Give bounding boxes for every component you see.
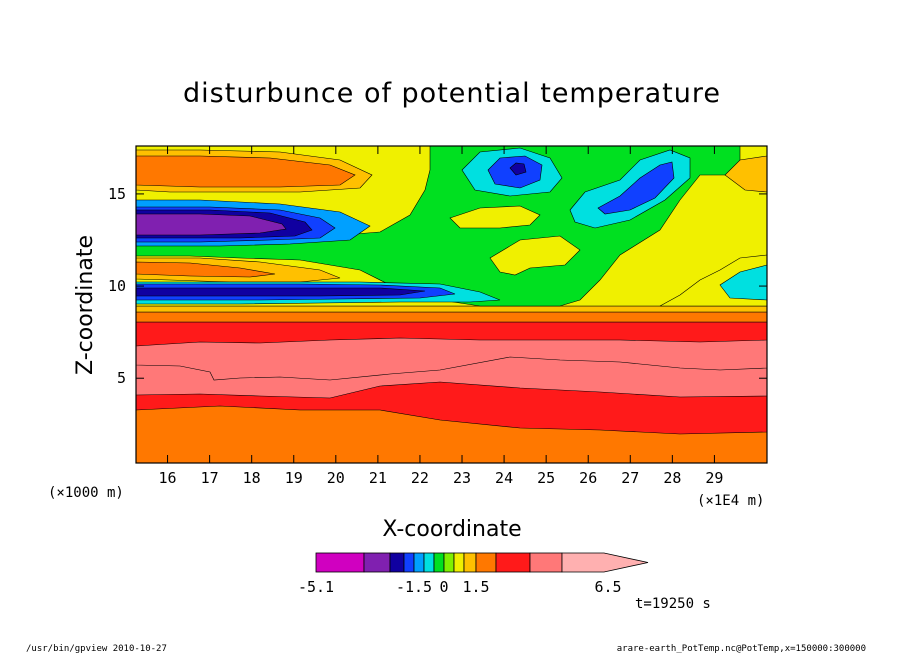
band-cyan-right [719, 264, 767, 301]
x-tick-label: 25 [537, 469, 555, 487]
colorbar-label: 1.5 [462, 578, 489, 596]
island-yellow-2 [489, 235, 581, 276]
y-tick-label: 15 [108, 185, 126, 203]
colorbar-cell [423, 552, 435, 573]
x-tick-label: 27 [621, 469, 639, 487]
x-tick-label: 23 [453, 469, 471, 487]
x-tick-label: 16 [159, 469, 177, 487]
colorbar-cell [443, 552, 455, 573]
x-tick-label: 29 [705, 469, 723, 487]
x-axis-label: X-coordinate [382, 517, 521, 542]
x-tick-label: 19 [285, 469, 303, 487]
band-orange-thin [136, 311, 767, 323]
colorbar-cell [453, 552, 465, 573]
y-tick-label: 10 [108, 277, 126, 295]
colorbar-label: -1.5 [396, 578, 432, 596]
colorbar-labels: -5.1 -1.5 0 1.5 6.5 [298, 578, 622, 596]
x-tick-label: 18 [243, 469, 261, 487]
colorbar-cell [495, 552, 531, 573]
footer-left: /usr/bin/gpview 2010-10-27 [26, 644, 167, 654]
x-tick-label: 20 [327, 469, 345, 487]
colorbar-cell [475, 552, 497, 573]
y-tick-label: 5 [117, 369, 126, 387]
x-unit-right: (×1E4 m) [697, 493, 764, 509]
colorbar [315, 552, 649, 573]
colorbar-cell [413, 552, 425, 573]
colorbar-cell [561, 552, 649, 573]
colorbar-cell [315, 552, 365, 573]
lobe-orange-mid [136, 261, 276, 278]
band-gold-thin [136, 305, 767, 313]
time-label: t=19250 s [635, 596, 711, 612]
colorbar-cell [389, 552, 405, 573]
lobe-purple [136, 213, 287, 236]
x-tick-label: 24 [495, 469, 513, 487]
colorbar-label: 0 [439, 578, 448, 596]
plot-frame [135, 145, 768, 464]
x-tick-label: 21 [369, 469, 387, 487]
band-red-upper [136, 321, 767, 347]
cell-navy-top [509, 162, 527, 176]
x-unit-left: (×1000 m) [48, 485, 124, 501]
y-axis-label: Z-coordinate [73, 235, 98, 375]
chart-title: disturbunce of potential temperature [183, 78, 721, 109]
colorbar-label: 6.5 [594, 578, 621, 596]
colorbar-label: -5.1 [298, 578, 334, 596]
band-navy-10 [136, 287, 426, 297]
colorbar-cell [363, 552, 391, 573]
island-yellow-1 [449, 205, 541, 229]
x-tick-label: 17 [201, 469, 219, 487]
x-tick-label: 22 [411, 469, 429, 487]
footer-right: arare-earth_PotTemp.nc@PotTemp,x=150000:… [617, 644, 866, 654]
patch-gold-corner [724, 155, 767, 193]
lobe-orange-upper [136, 155, 356, 188]
contour-plot-area [136, 146, 767, 463]
x-axis-ticks: 16 17 18 19 20 21 22 23 24 25 26 27 28 29 [159, 146, 723, 487]
colorbar-cell [433, 552, 445, 573]
colorbar-cell [463, 552, 477, 573]
x-tick-label: 28 [663, 469, 681, 487]
x-tick-label: 26 [579, 469, 597, 487]
colorbar-cell [403, 552, 415, 573]
colorbar-cell [529, 552, 563, 573]
cell-blue-right [597, 161, 675, 215]
y-axis-ticks: 5 10 15 [108, 185, 767, 387]
